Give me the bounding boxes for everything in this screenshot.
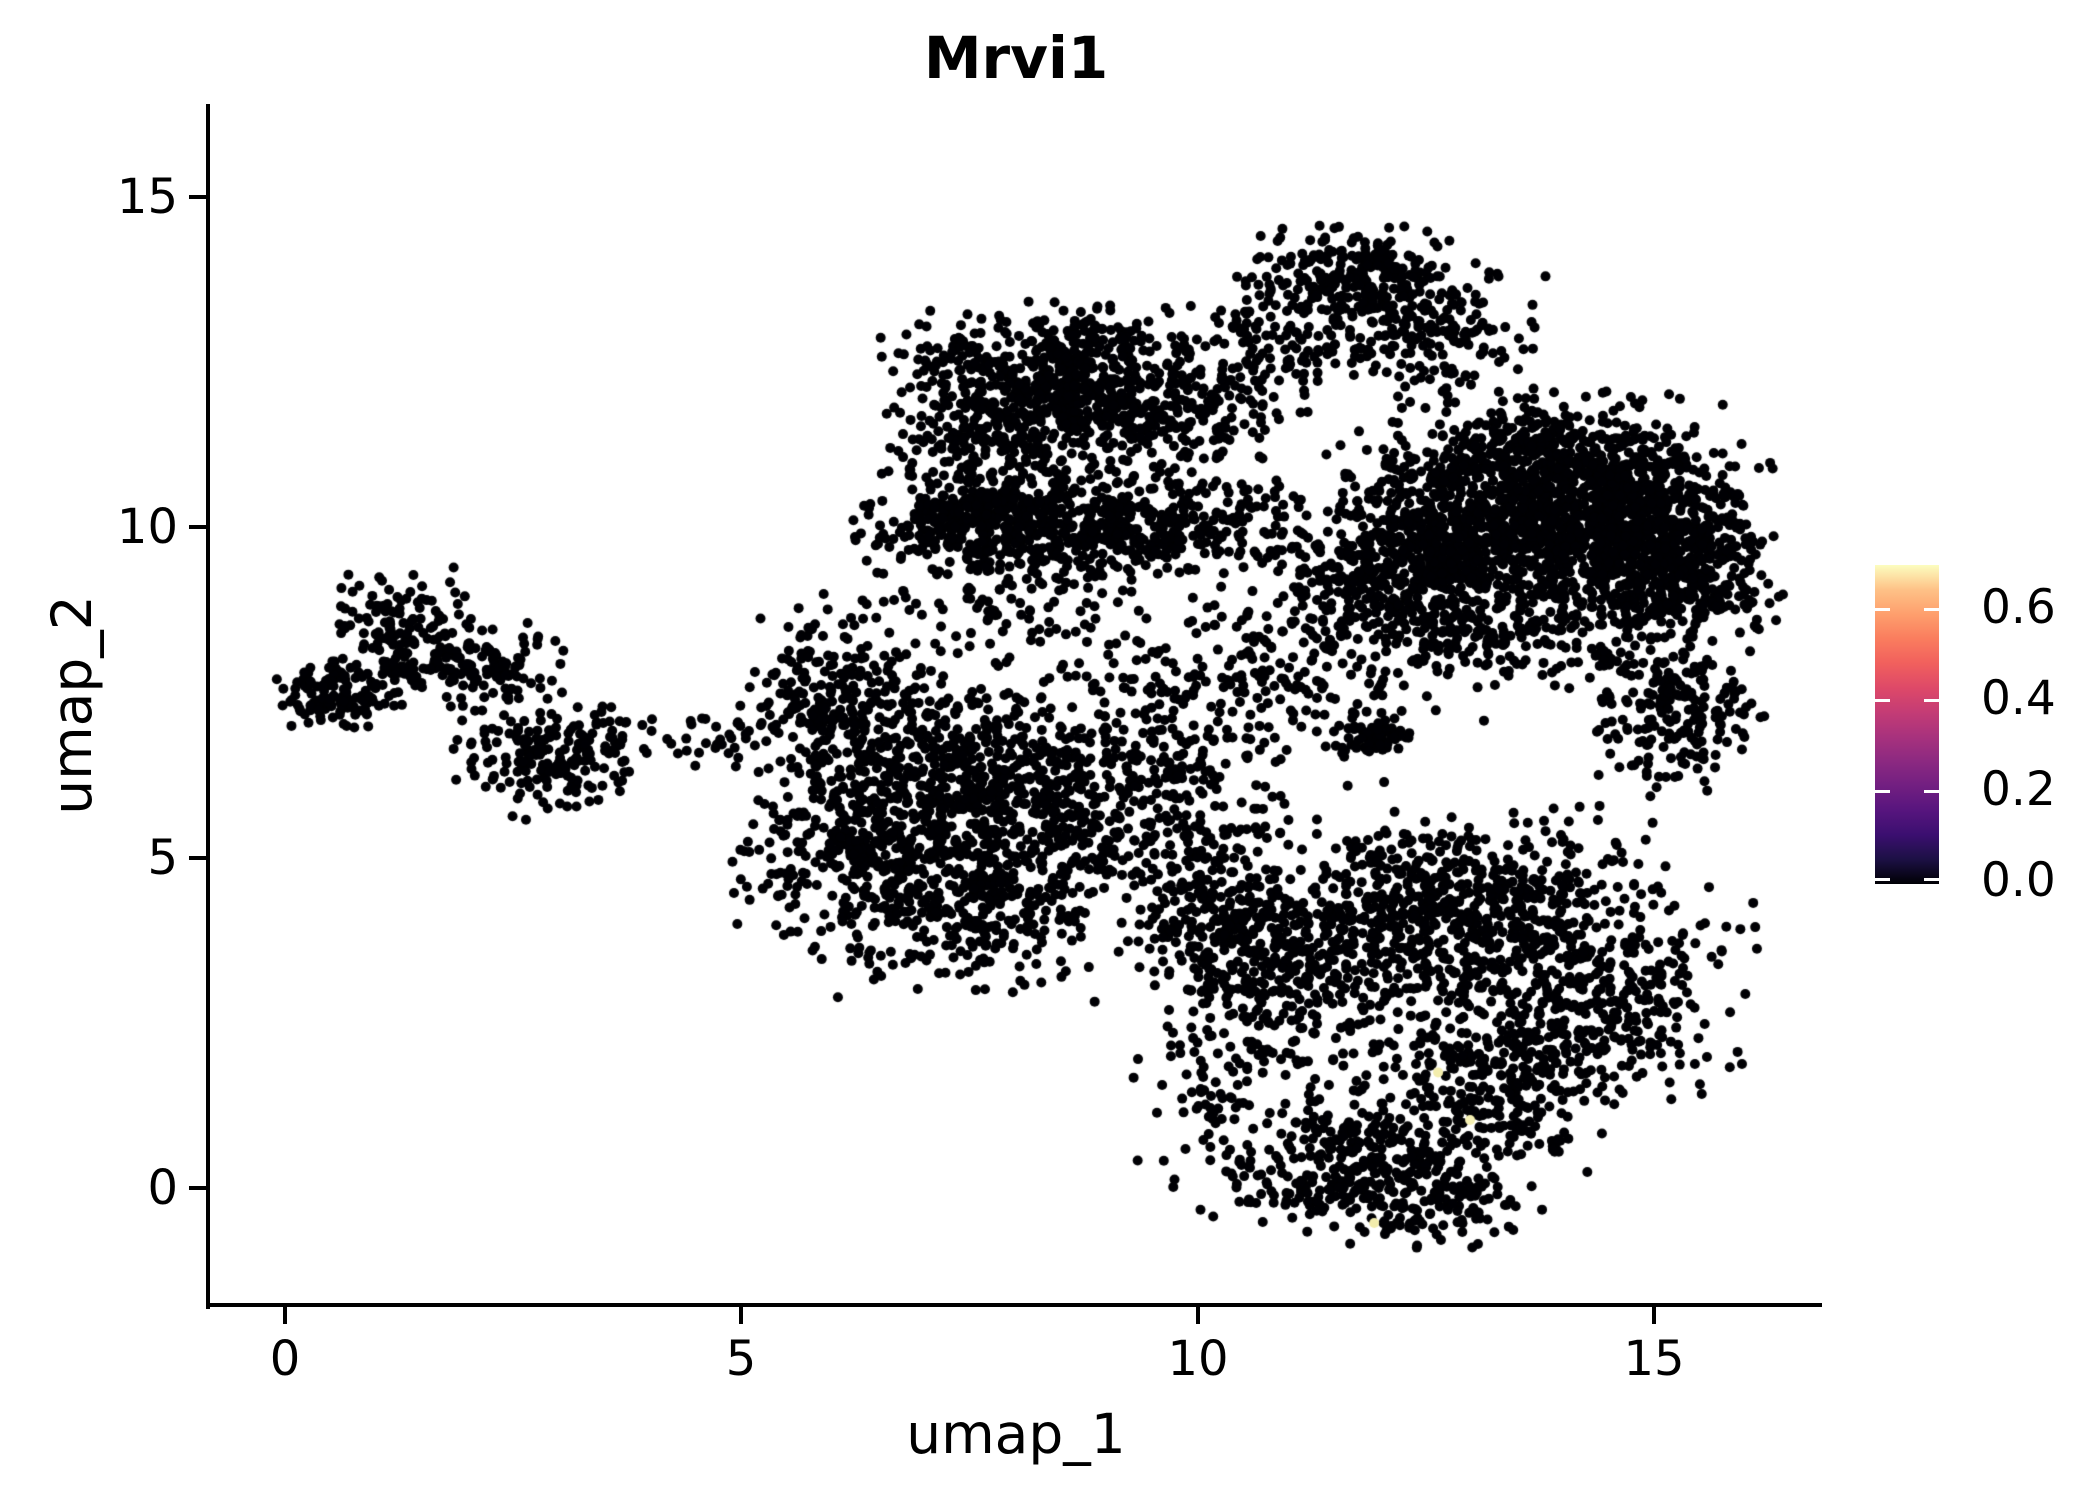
y-axis-spine	[206, 104, 210, 1309]
x-tick-mark	[739, 1307, 743, 1324]
x-tick-label: 5	[725, 1331, 757, 1387]
x-axis-label: umap_1	[906, 1402, 1126, 1466]
colorbar-gradient	[1875, 565, 1939, 884]
colorbar-tick-label: 0.0	[1981, 853, 2056, 908]
colorbar-tick-label: 0.6	[1981, 580, 2056, 635]
y-tick-mark	[189, 1186, 206, 1190]
x-axis-spine	[206, 1303, 1822, 1307]
y-tick-mark	[189, 525, 206, 529]
colorbar-tick-mark	[1875, 608, 1890, 611]
colorbar-tick-mark	[1875, 699, 1890, 702]
colorbar-tick-mark	[1875, 878, 1890, 881]
x-tick-label: 15	[1623, 1331, 1685, 1387]
colorbar-tick-label: 0.2	[1981, 762, 2056, 817]
x-tick-mark	[283, 1307, 287, 1324]
colorbar-tick-mark	[1875, 790, 1890, 793]
y-tick-mark	[189, 856, 206, 860]
x-tick-label: 10	[1167, 1331, 1229, 1387]
x-tick-mark	[1196, 1307, 1200, 1324]
y-tick-mark	[189, 195, 206, 199]
y-tick-label: 5	[147, 830, 178, 886]
colorbar-tick-mark	[1924, 699, 1939, 702]
y-tick-label: 0	[147, 1160, 178, 1216]
colorbar-tick-mark	[1924, 878, 1939, 881]
x-tick-mark	[1652, 1307, 1656, 1324]
x-tick-label: 0	[269, 1331, 301, 1387]
y-axis-label: umap_2	[40, 595, 104, 815]
plot-title: Mrvi1	[923, 24, 1109, 92]
y-tick-label: 15	[116, 169, 178, 225]
colorbar-tick-label: 0.4	[1981, 671, 2056, 726]
colorbar-tick-mark	[1924, 790, 1939, 793]
colorbar-tick-mark	[1924, 608, 1939, 611]
y-tick-label: 10	[116, 499, 178, 555]
